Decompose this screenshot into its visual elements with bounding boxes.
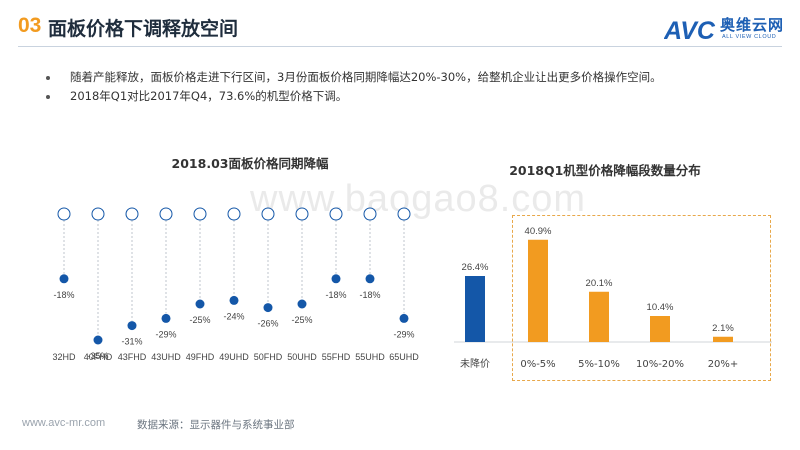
value-dot xyxy=(365,274,375,284)
brand-logo: AVC 奥维云网 ALL VIEW CLOUD xyxy=(664,14,784,44)
data-label: -35% xyxy=(87,351,108,361)
baseline-circle-icon xyxy=(397,207,411,221)
bullet-dot-icon xyxy=(46,95,50,99)
baseline-circle-icon xyxy=(261,207,275,221)
bullet-list: 随着产能释放，面板价格走进下行区间，3月份面板价格同期降幅达20%-30%，给整… xyxy=(46,68,662,106)
logo-en-text: ALL VIEW CLOUD xyxy=(722,34,777,40)
data-label: 10.4% xyxy=(647,302,674,313)
value-dot xyxy=(331,274,341,284)
data-label: 40.9% xyxy=(525,226,552,237)
baseline-circle-icon xyxy=(193,207,207,221)
bullet-item: 2018年Q1对比2017年Q4，73.6%的机型价格下调。 xyxy=(46,87,662,106)
x-tick-label: 50FHD xyxy=(254,352,283,362)
section-number: 03 xyxy=(18,14,42,37)
data-label: -26% xyxy=(257,319,278,329)
bar xyxy=(713,336,733,342)
left-chart-title: 2018.03面板价格同期降幅 xyxy=(171,156,329,171)
x-tick-label: 55UHD xyxy=(355,352,385,362)
baseline-circle-icon xyxy=(125,207,139,221)
baseline-circle-icon xyxy=(57,207,71,221)
header-divider xyxy=(18,46,782,47)
data-label: 26.4% xyxy=(462,262,489,273)
x-tick-label: 65UHD xyxy=(389,352,419,362)
x-tick-label: 55FHD xyxy=(322,352,351,362)
logo-cn-text: 奥维云网 xyxy=(720,16,785,34)
highlight-box xyxy=(512,215,771,381)
baseline-circle-icon xyxy=(91,207,105,221)
bar xyxy=(528,239,548,342)
bar xyxy=(589,291,609,342)
price-drop-bar-chart: 26.4% 未降价 40.9% 0%-5% 20.1% 5%-10% 10.4% 10%-20… xyxy=(454,226,772,370)
footer-source: 数据来源：显示器件与系统事业部 xyxy=(137,419,295,431)
header: 03 面板价格下调释放空间 AVC 奥维云网 ALL VIEW CLOUD xyxy=(0,0,800,52)
baseline-circle-icon xyxy=(329,207,343,221)
data-label: -25% xyxy=(189,315,210,325)
data-label: -18% xyxy=(53,290,74,300)
baseline-circle-icon xyxy=(295,207,309,221)
value-dot xyxy=(161,313,171,323)
x-tick-label: 32HD xyxy=(52,352,76,362)
value-dot xyxy=(399,313,409,323)
bullet-text: 随着产能释放，面板价格走进下行区间，3月份面板价格同期降幅达20%-30%，给整… xyxy=(70,70,662,84)
baseline-circle-icon xyxy=(159,207,173,221)
value-dot xyxy=(127,321,137,331)
page-title: 面板价格下调释放空间 xyxy=(48,18,239,40)
value-dot xyxy=(229,295,239,305)
x-tick-label: 40FHD xyxy=(84,352,113,362)
bar xyxy=(465,276,485,342)
value-dot xyxy=(93,335,103,345)
bullet-item: 随着产能释放，面板价格走进下行区间，3月份面板价格同期降幅达20%-30%，给整… xyxy=(46,68,662,87)
avc-logo-icon: AVC xyxy=(664,17,716,44)
logo-text: AVC xyxy=(664,17,716,44)
data-label: -29% xyxy=(393,329,414,339)
data-label: -25% xyxy=(291,315,312,325)
data-label: 20.1% xyxy=(586,278,613,289)
x-tick-label: 20%+ xyxy=(708,359,739,370)
data-label: -31% xyxy=(121,337,142,347)
baseline-circle-icon xyxy=(363,207,377,221)
data-label: -24% xyxy=(223,311,244,321)
footer-url: www.avc-mr.com xyxy=(22,417,106,429)
bullet-dot-icon xyxy=(46,76,50,80)
x-tick-label: 未降价 xyxy=(460,357,490,370)
data-label: -29% xyxy=(155,329,176,339)
bar xyxy=(650,316,670,342)
value-dot xyxy=(59,274,69,284)
x-tick-label: 50UHD xyxy=(287,352,317,362)
x-tick-label: 49FHD xyxy=(186,352,215,362)
bullet-text: 2018年Q1对比2017年Q4，73.6%的机型价格下调。 xyxy=(70,89,348,103)
baseline-circle-icon xyxy=(227,207,241,221)
x-tick-label: 5%-10% xyxy=(578,359,620,370)
data-label: -18% xyxy=(359,290,380,300)
x-tick-label: 0%-5% xyxy=(520,359,555,370)
x-tick-label: 43FHD xyxy=(118,352,147,362)
value-dot xyxy=(195,299,205,309)
right-chart-title: 2018Q1机型价格降幅段数量分布 xyxy=(509,163,701,178)
x-tick-label: 43UHD xyxy=(151,352,181,362)
price-drop-dot-chart: -18% 32HD -35%40FHD -31% 43FHD -29% 43UHD -25% 4… xyxy=(52,207,419,362)
value-dot xyxy=(297,299,307,309)
x-tick-label: 10%-20% xyxy=(636,359,684,370)
x-tick-label: 49UHD xyxy=(219,352,249,362)
data-label: -18% xyxy=(325,290,346,300)
value-dot xyxy=(263,303,273,313)
data-label: 2.1% xyxy=(712,323,734,334)
